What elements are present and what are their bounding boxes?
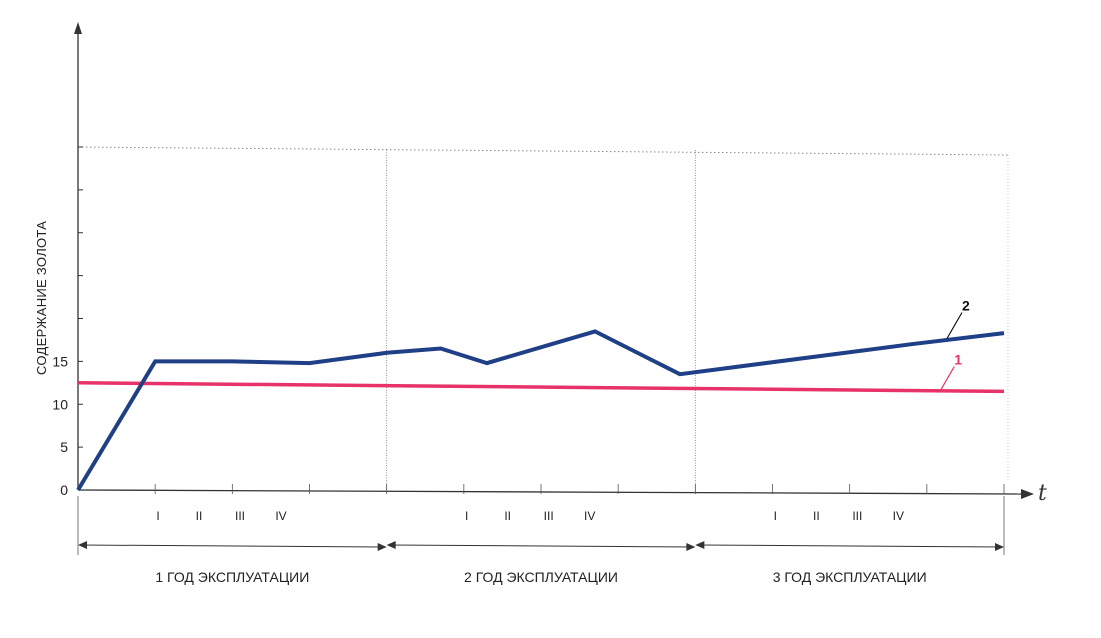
quarter-label: III [544, 509, 554, 523]
quarter-label: I [156, 509, 159, 523]
quarter-label: II [196, 509, 203, 523]
period-arrow-head [386, 541, 396, 549]
series-labels: 12 [938, 298, 970, 393]
y-tick-label: 5 [60, 439, 68, 455]
series-lines [76, 329, 1005, 492]
x-axis [77, 489, 1025, 495]
period-arrow-head [995, 543, 1004, 551]
period-label: 3 ГОД ЭКСПЛУАТАЦИИ [773, 569, 927, 585]
x-axis-title: t [1038, 481, 1047, 506]
quarter-label: IV [584, 509, 595, 523]
series-label-2: 2 [962, 298, 970, 314]
period-arrow-head [686, 543, 696, 551]
series-label-1: 1 [954, 352, 962, 368]
period-arrows: 1 ГОД ЭКСПЛУАТАЦИИ 2 ГОД ЭКСПЛУАТАЦИИ 3 ГО… [77, 496, 1005, 585]
y-axis-arrow [74, 22, 82, 34]
quarter-label: II [813, 509, 820, 523]
y-tick-label: 0 [60, 482, 68, 498]
y-tick-labels: 0 5 10 15 [52, 353, 68, 498]
quarter-labels: I II III IV I II III IV I II III IV [156, 509, 904, 523]
series-leader-1 [938, 366, 955, 393]
y-axis-title: СОДЕРЖАНИЕ ЗОЛОТА [34, 221, 49, 375]
top-grid-line [77, 146, 1011, 156]
period-label: 2 ГОД ЭКСПЛУАТАЦИИ [464, 569, 618, 585]
x-axis-arrow [1021, 489, 1034, 499]
x-quarter-ticks [154, 484, 1005, 494]
series-line-1 [77, 381, 1005, 394]
y-tick-label: 10 [52, 396, 68, 412]
quarter-label: II [504, 509, 511, 523]
period-arrow-head [377, 543, 387, 551]
quarter-label: III [852, 509, 862, 523]
period-dividers [386, 150, 1009, 492]
period-arrow [79, 544, 385, 548]
period-arrow-head [78, 541, 87, 549]
quarter-label: IV [893, 509, 904, 523]
period-label: 1 ГОД ЭКСПЛУАТАЦИИ [155, 569, 309, 585]
series-leader-2 [946, 312, 963, 339]
quarter-label: IV [275, 509, 286, 523]
period-arrow [697, 544, 1003, 548]
quarter-label: I [774, 509, 777, 523]
quarter-label: I [465, 509, 468, 523]
period-arrow-head [695, 541, 705, 549]
y-tick-label: 15 [52, 353, 68, 369]
series-line-2 [76, 329, 1005, 492]
quarter-label: III [235, 509, 245, 523]
period-arrow [388, 544, 694, 548]
y-ticks [78, 146, 83, 448]
